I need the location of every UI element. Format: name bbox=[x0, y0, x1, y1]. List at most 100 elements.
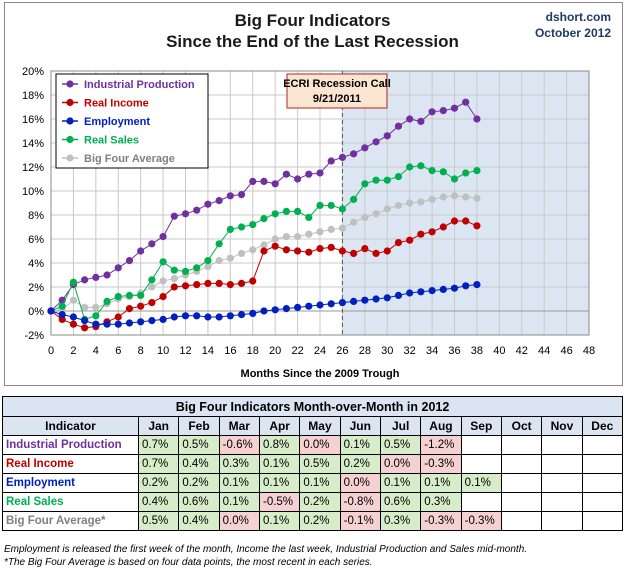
x-tick-label: 2 bbox=[70, 345, 76, 357]
month-value: -0.5% bbox=[258, 492, 301, 512]
monthly-table-wrap: Big Four Indicators Month-over-Month in … bbox=[2, 396, 624, 531]
month-value: 0.6% bbox=[178, 492, 220, 512]
data-point bbox=[417, 117, 425, 125]
data-point bbox=[181, 267, 190, 275]
data-point bbox=[417, 288, 425, 296]
month-value bbox=[541, 511, 583, 531]
data-point bbox=[170, 313, 178, 321]
y-tick-label: 20% bbox=[22, 66, 44, 78]
month-value: 0.8% bbox=[258, 435, 301, 455]
month-value bbox=[500, 511, 543, 531]
data-point bbox=[181, 210, 190, 218]
month-value: 0.5% bbox=[178, 435, 220, 455]
data-point bbox=[372, 210, 380, 218]
data-point bbox=[293, 207, 302, 215]
legend-label: Employment bbox=[84, 116, 150, 128]
data-point bbox=[226, 312, 234, 320]
header-month: Nov bbox=[541, 416, 583, 436]
data-point bbox=[226, 192, 234, 200]
month-value bbox=[581, 492, 624, 512]
data-point bbox=[383, 205, 391, 213]
data-point bbox=[81, 317, 89, 325]
data-point bbox=[428, 287, 436, 295]
data-point bbox=[327, 201, 335, 209]
data-point bbox=[338, 153, 347, 161]
y-tick-label: 12% bbox=[22, 162, 44, 174]
data-point bbox=[305, 302, 313, 310]
month-value bbox=[581, 473, 624, 493]
month-value: -1.2% bbox=[420, 435, 462, 455]
month-value: 0.2% bbox=[339, 454, 381, 474]
data-point bbox=[338, 299, 347, 307]
data-point bbox=[316, 169, 324, 177]
data-point bbox=[204, 200, 212, 208]
data-point bbox=[473, 115, 481, 123]
data-point bbox=[406, 115, 414, 123]
data-point bbox=[92, 320, 100, 328]
data-point bbox=[58, 311, 66, 319]
header-month: May bbox=[299, 416, 341, 436]
data-point bbox=[92, 303, 100, 311]
legend-label: Real Income bbox=[84, 98, 149, 110]
x-tick-label: 32 bbox=[404, 345, 416, 357]
y-tick-label: 10% bbox=[22, 186, 44, 198]
data-point bbox=[327, 300, 335, 308]
y-tick-label: 16% bbox=[22, 114, 44, 126]
data-point bbox=[69, 278, 78, 286]
data-point bbox=[394, 201, 403, 209]
data-point bbox=[114, 320, 122, 328]
x-tick-label: 10 bbox=[157, 345, 169, 357]
data-point bbox=[450, 192, 459, 200]
data-point bbox=[215, 313, 223, 321]
data-point bbox=[181, 282, 190, 290]
data-point bbox=[361, 144, 369, 152]
data-point bbox=[293, 303, 302, 311]
x-tick-label: 46 bbox=[560, 345, 572, 357]
data-point bbox=[361, 245, 369, 253]
data-point bbox=[450, 175, 459, 183]
month-value: 0.1% bbox=[258, 511, 301, 531]
data-point bbox=[338, 247, 347, 255]
header-month: Sep bbox=[460, 416, 502, 436]
data-point bbox=[148, 240, 156, 248]
source-site: dshort.com bbox=[545, 10, 611, 24]
data-point bbox=[260, 215, 268, 223]
month-value: 0.4% bbox=[178, 454, 220, 474]
indicator-name: Real Sales bbox=[2, 492, 139, 512]
data-point bbox=[406, 236, 414, 244]
data-point bbox=[237, 191, 246, 199]
month-value bbox=[541, 435, 583, 455]
data-point bbox=[249, 221, 257, 229]
header-month: Dec bbox=[581, 416, 624, 436]
x-tick-label: 14 bbox=[202, 345, 214, 357]
data-point bbox=[137, 302, 145, 310]
header-month: Aug bbox=[420, 416, 462, 436]
y-tick-label: 6% bbox=[28, 234, 44, 246]
data-point bbox=[92, 312, 100, 320]
data-point bbox=[383, 294, 391, 302]
month-value: 0.5% bbox=[299, 454, 341, 474]
x-tick-label: 44 bbox=[538, 345, 550, 357]
x-axis-label: Months Since the 2009 Trough bbox=[241, 368, 400, 380]
data-point bbox=[159, 233, 167, 241]
data-point bbox=[170, 212, 178, 220]
legend-label: Real Sales bbox=[84, 135, 139, 147]
legend-label: Industrial Production bbox=[84, 79, 195, 91]
data-point bbox=[226, 254, 234, 262]
plot-area-border bbox=[50, 70, 590, 336]
month-value bbox=[541, 492, 583, 512]
data-point bbox=[159, 315, 167, 323]
month-value bbox=[581, 511, 624, 531]
annotation-box bbox=[286, 73, 388, 109]
x-tick-label: 40 bbox=[493, 345, 505, 357]
data-point bbox=[159, 277, 167, 285]
x-tick-label: 24 bbox=[314, 345, 326, 357]
y-tick-label: -2% bbox=[24, 330, 44, 342]
x-tick-label: 12 bbox=[179, 345, 191, 357]
month-value: 0.3% bbox=[420, 492, 462, 512]
data-point bbox=[215, 279, 223, 287]
month-value: 0.2% bbox=[299, 511, 341, 531]
month-value bbox=[460, 454, 502, 474]
chart-title-line1: Big Four Indicators bbox=[234, 11, 391, 30]
data-point bbox=[361, 296, 369, 304]
